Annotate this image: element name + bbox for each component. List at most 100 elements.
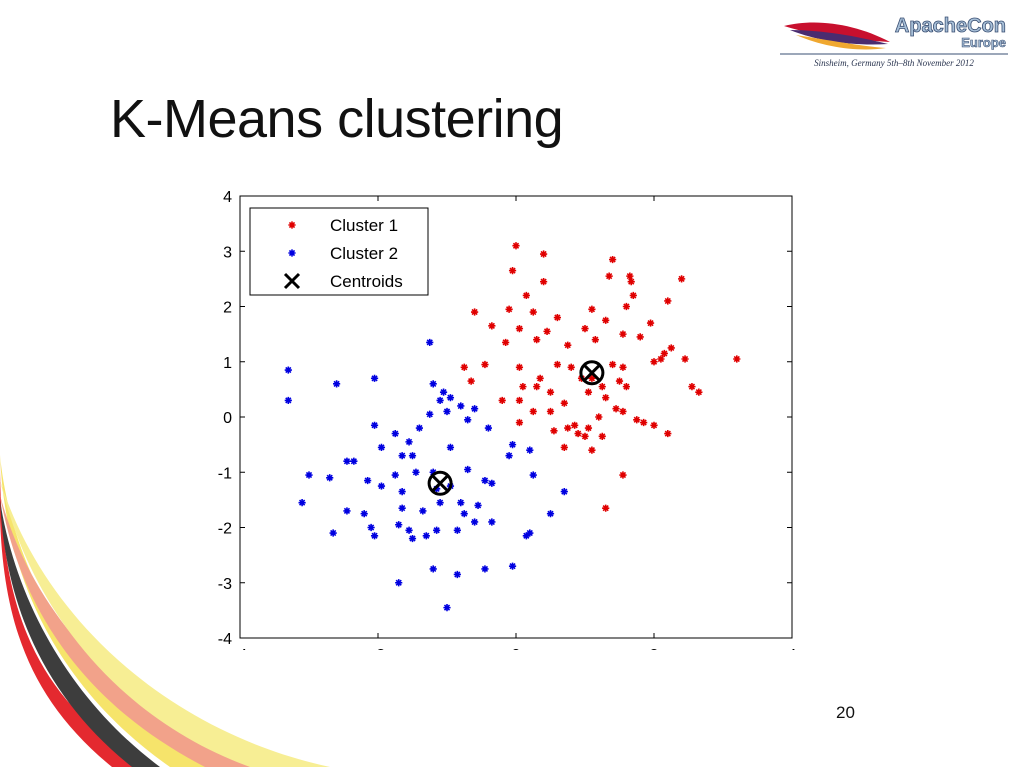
data-point-cluster-2 — [471, 405, 479, 413]
data-point-cluster-2 — [453, 570, 461, 579]
legend-marker-cluster-2 — [288, 249, 296, 257]
data-point-cluster-1 — [598, 383, 606, 391]
data-point-cluster-2 — [415, 424, 423, 432]
data-point-cluster-1 — [615, 377, 624, 385]
data-point-cluster-1 — [619, 330, 627, 338]
x-tick-label: -4 — [233, 647, 247, 650]
data-point-cluster-1 — [546, 407, 555, 416]
data-point-cluster-2 — [464, 465, 472, 474]
y-tick-label: -1 — [218, 465, 232, 482]
swoosh-dark — [0, 500, 160, 767]
data-point-cluster-2 — [436, 396, 444, 405]
y-tick-label: 4 — [223, 189, 232, 206]
data-point-cluster-2 — [422, 532, 430, 540]
data-point-cluster-2 — [429, 468, 437, 476]
logo-tagline: Sinsheim, Germany 5th–8th November 2012 — [814, 58, 974, 68]
data-point-cluster-1 — [546, 388, 555, 396]
data-point-cluster-2 — [412, 468, 420, 476]
data-point-cluster-2 — [546, 510, 555, 518]
legend-marker-cluster-1 — [288, 221, 296, 229]
data-point-cluster-1 — [657, 355, 665, 363]
data-point-cluster-1 — [602, 504, 610, 512]
data-point-cluster-2 — [298, 499, 306, 507]
data-point-cluster-2 — [529, 471, 537, 479]
data-point-cluster-1 — [536, 374, 544, 382]
data-point-cluster-1 — [629, 291, 637, 300]
data-point-cluster-2 — [343, 507, 351, 515]
data-point-cluster-2 — [453, 526, 461, 534]
kmeans-scatter-chart: -4 -2 0 2 4 4 3 2 1 0 -1 -2 -3 -4 Cluster 1 Cluster 2… — [218, 189, 797, 650]
data-point-cluster-1 — [553, 360, 561, 369]
data-point-cluster-1 — [688, 383, 696, 391]
centroid-marker — [579, 360, 605, 386]
data-point-cluster-1 — [533, 383, 541, 391]
data-point-cluster-1 — [502, 338, 510, 347]
data-point-cluster-2 — [446, 443, 455, 451]
centroid-marker — [427, 470, 453, 496]
data-point-cluster-1 — [591, 336, 599, 344]
data-point-cluster-2 — [333, 380, 341, 388]
data-point-cluster-2 — [377, 482, 386, 490]
data-point-cluster-1 — [664, 429, 672, 438]
y-tick-label: 3 — [223, 244, 232, 261]
data-point-cluster-1 — [619, 471, 627, 479]
data-point-cluster-2 — [522, 532, 530, 540]
centroid-markers — [427, 360, 605, 496]
data-point-cluster-1 — [540, 250, 548, 258]
data-point-cluster-1 — [609, 360, 617, 369]
x-tick-label: 2 — [650, 647, 659, 650]
legend-asterisk-red — [288, 221, 296, 229]
data-point-cluster-1 — [519, 383, 527, 391]
data-point-cluster-1 — [619, 407, 627, 416]
data-point-cluster-2 — [488, 518, 496, 526]
data-point-cluster-2 — [364, 476, 372, 485]
page-number: 20 — [836, 703, 855, 722]
data-point-cluster-1 — [588, 305, 596, 313]
data-point-cluster-1 — [515, 418, 524, 427]
data-point-cluster-1 — [650, 358, 658, 366]
data-point-cluster-1 — [515, 396, 524, 405]
data-point-cluster-1 — [488, 322, 496, 330]
data-point-cluster-1 — [598, 432, 606, 440]
data-point-cluster-1 — [667, 344, 675, 352]
logo-name-line1: ApacheCon — [895, 15, 1006, 37]
data-point-cluster-2 — [398, 504, 406, 512]
data-point-cluster-2 — [305, 471, 313, 479]
data-point-cluster-1 — [627, 278, 635, 286]
axis-tick-labels: -4 -2 0 2 4 4 3 2 1 0 -1 -2 -3 -4 — [218, 189, 797, 650]
data-point-cluster-2 — [474, 501, 482, 509]
data-point-cluster-1 — [650, 421, 658, 429]
data-point-cluster-2 — [367, 523, 375, 532]
data-point-cluster-1 — [471, 308, 479, 316]
data-point-cluster-1 — [564, 341, 572, 349]
data-point-cluster-1 — [602, 394, 610, 402]
data-point-cluster-1 — [508, 266, 517, 275]
y-tick-label: -4 — [218, 631, 232, 648]
data-point-cluster-2 — [446, 394, 455, 402]
data-point-cluster-1 — [605, 272, 613, 280]
data-point-cluster-2 — [370, 532, 379, 540]
data-point-cluster-2 — [488, 479, 496, 487]
data-point-cluster-1 — [633, 416, 641, 424]
feather-icon — [784, 22, 890, 50]
data-point-cluster-1 — [622, 383, 630, 391]
legend-label-cluster-2: Cluster 2 — [330, 244, 398, 263]
data-point-cluster-1 — [553, 313, 561, 322]
data-point-cluster-2 — [429, 380, 437, 388]
data-point-cluster-1 — [467, 377, 475, 385]
data-point-cluster-2 — [405, 438, 413, 446]
data-point-cluster-1 — [533, 336, 541, 344]
data-point-cluster-2 — [408, 534, 417, 543]
legend-asterisk-blue — [288, 249, 296, 257]
data-point-cluster-1 — [584, 424, 593, 432]
data-point-cluster-2 — [370, 374, 379, 382]
data-point-cluster-1 — [678, 275, 686, 283]
data-point-cluster-2 — [377, 443, 386, 451]
x-tick-label: 4 — [788, 647, 797, 650]
data-point-cluster-2 — [484, 424, 492, 432]
data-point-cluster-2 — [508, 562, 517, 570]
data-point-cluster-2 — [457, 499, 465, 507]
logo-name-line2: Europe — [961, 35, 1006, 50]
data-point-cluster-1 — [681, 355, 689, 363]
data-point-cluster-2 — [391, 429, 399, 438]
